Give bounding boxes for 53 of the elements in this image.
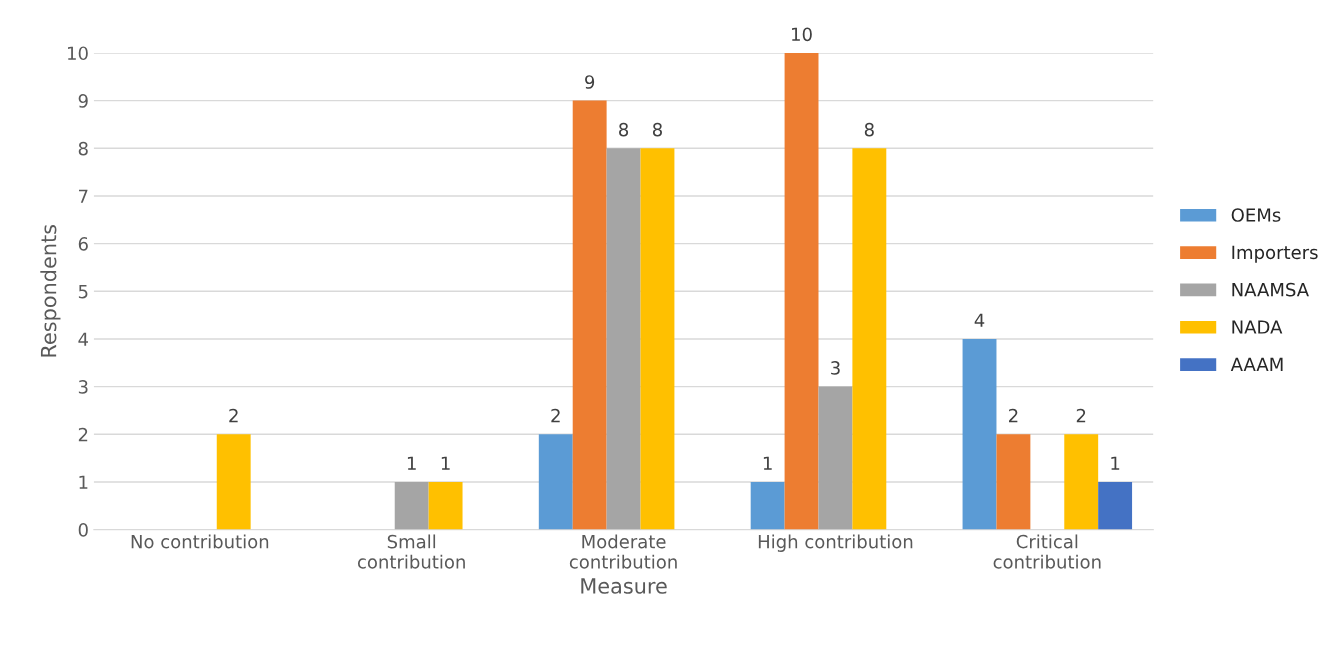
y-axis-title: Respondents <box>40 224 61 357</box>
y-tick-label: 6 <box>78 237 88 251</box>
bar <box>1064 434 1099 530</box>
bar <box>428 481 463 530</box>
legend-label: AAAM <box>1230 357 1283 371</box>
y-tick-label: 4 <box>78 332 88 346</box>
x-axis-title: Measure <box>581 578 667 594</box>
bar <box>750 481 785 530</box>
y-tick-label: 2 <box>78 427 88 442</box>
bar <box>394 481 429 530</box>
legend-label: NAAMSA <box>1232 282 1309 297</box>
y-tick-label: 9 <box>78 94 88 108</box>
x-tick-label: Critical contribution <box>993 534 1101 569</box>
data-label: 8 <box>652 122 662 137</box>
data-label: 2 <box>1009 408 1018 423</box>
data-label: 3 <box>831 361 840 375</box>
bar <box>606 148 641 530</box>
data-label: 9 <box>585 75 595 89</box>
bar <box>996 434 1031 530</box>
data-label: 4 <box>974 313 985 327</box>
bar <box>538 434 573 530</box>
legend-label: Importers <box>1232 245 1318 263</box>
legend-label: OEMs <box>1231 208 1281 222</box>
x-tick-label: No contribution <box>131 534 269 549</box>
bar <box>784 52 819 530</box>
x-tick-label: Small contribution <box>357 534 465 569</box>
data-label: 1 <box>763 456 772 470</box>
data-label: 1 <box>407 456 416 470</box>
bar <box>852 148 887 530</box>
bar <box>1098 481 1133 530</box>
y-tick-label: 3 <box>78 380 88 394</box>
bar <box>962 338 997 530</box>
y-tick-label: 5 <box>78 284 88 299</box>
data-label: 10 <box>792 27 812 42</box>
data-label: 2 <box>229 408 238 423</box>
y-tick-label: 8 <box>78 141 88 156</box>
data-label: 2 <box>551 408 560 423</box>
legend-label: NADA <box>1232 320 1283 334</box>
data-label: 8 <box>864 122 874 137</box>
bar <box>818 386 853 530</box>
bar <box>572 100 607 530</box>
y-tick-label: 7 <box>79 189 88 203</box>
y-tick-label: 10 <box>68 46 88 61</box>
x-tick-label: High contribution <box>758 534 913 552</box>
data-label: 2 <box>1076 408 1086 423</box>
x-tick-label: Moderate contribution <box>569 534 677 569</box>
bar <box>216 434 251 530</box>
y-tick-label: 0 <box>78 523 88 537</box>
data-label: 1 <box>441 456 450 470</box>
bar <box>640 148 675 530</box>
data-label: 8 <box>619 122 629 137</box>
y-tick-label: 1 <box>79 475 88 489</box>
data-label: 1 <box>1111 456 1120 470</box>
